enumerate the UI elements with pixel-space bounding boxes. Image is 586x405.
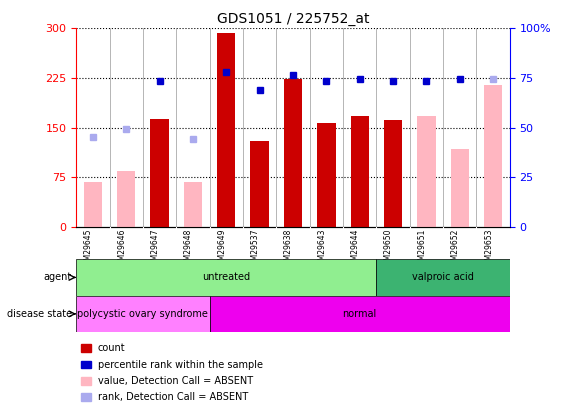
Bar (151, 119, 169, 227)
Bar (317, 123, 336, 227)
Text: agent: agent (43, 273, 72, 282)
Bar (76, 259, 376, 296)
Text: untreated: untreated (202, 273, 250, 282)
Text: polycystic ovary syndrome: polycystic ovary syndrome (77, 309, 209, 319)
Text: GSM29650: GSM29650 (384, 228, 393, 270)
Bar (184, 183, 202, 227)
Bar (384, 119, 402, 227)
Text: normal: normal (343, 309, 377, 319)
Bar (210, 296, 510, 332)
Text: GSM29647: GSM29647 (151, 228, 159, 270)
Text: GSM29643: GSM29643 (318, 228, 326, 270)
Bar (80, 344, 91, 352)
Text: value, Detection Call = ABSENT: value, Detection Call = ABSENT (98, 376, 253, 386)
Bar (417, 116, 435, 227)
Text: GSM29537: GSM29537 (251, 228, 260, 270)
Text: GSM29653: GSM29653 (484, 228, 493, 270)
Bar (484, 85, 502, 227)
Bar (84, 183, 102, 227)
Text: valproic acid: valproic acid (412, 273, 474, 282)
Text: GSM29652: GSM29652 (451, 228, 460, 270)
Bar (250, 141, 269, 227)
Text: GSM29646: GSM29646 (117, 228, 126, 270)
Text: GSM29648: GSM29648 (184, 228, 193, 270)
Bar (80, 393, 91, 401)
Text: count: count (98, 343, 125, 353)
Text: GSM29644: GSM29644 (350, 228, 360, 270)
Bar (80, 360, 91, 369)
Text: GSM29638: GSM29638 (284, 228, 293, 270)
Title: GDS1051 / 225752_at: GDS1051 / 225752_at (217, 12, 369, 26)
Bar (284, 79, 302, 227)
Bar (76, 296, 210, 332)
Bar (80, 377, 91, 385)
Bar (217, 33, 236, 227)
Bar (376, 259, 510, 296)
Bar (451, 149, 469, 227)
Text: rank, Detection Call = ABSENT: rank, Detection Call = ABSENT (98, 392, 248, 402)
Bar (117, 171, 135, 227)
Text: percentile rank within the sample: percentile rank within the sample (98, 360, 263, 369)
Text: GSM29651: GSM29651 (417, 228, 427, 270)
Text: disease state: disease state (6, 309, 72, 319)
Text: GSM29649: GSM29649 (217, 228, 226, 270)
Text: GSM29645: GSM29645 (84, 228, 93, 270)
Bar (350, 116, 369, 227)
